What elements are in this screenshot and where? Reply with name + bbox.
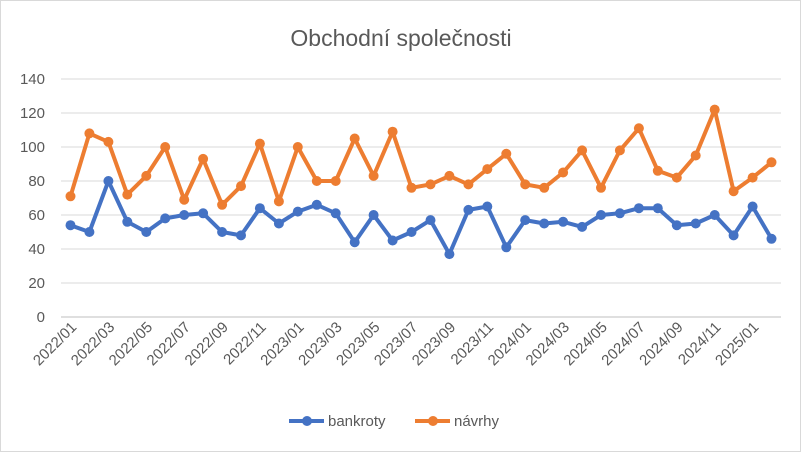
data-point-navrhy (652, 165, 663, 176)
data-point-bankroty (463, 204, 474, 215)
data-point-bankroty (671, 220, 682, 231)
x-axis-ticks: 2022/012022/032022/052022/072022/092022/… (30, 319, 762, 369)
y-axis-ticks: 0 20 40 60 80 100 120 140 (20, 71, 45, 326)
data-point-navrhy (482, 164, 493, 175)
data-point-navrhy (84, 128, 95, 139)
data-point-navrhy (122, 189, 133, 200)
data-point-navrhy (728, 186, 739, 197)
data-point-navrhy (292, 142, 303, 152)
data-point-bankroty (709, 210, 720, 220)
data-point-bankroty (236, 230, 246, 241)
data-point-bankroty (614, 208, 625, 219)
data-point-navrhy (141, 170, 152, 181)
data-point-bankroty (122, 216, 133, 227)
y-tick-label: 20 (28, 275, 45, 292)
data-point-bankroty (387, 235, 398, 246)
data-point-navrhy (217, 199, 228, 210)
data-point-bankroty (652, 203, 663, 214)
data-point-bankroty (311, 199, 322, 210)
data-point-navrhy (406, 182, 417, 193)
data-point-bankroty (217, 227, 228, 237)
y-tick-label: 80 (28, 173, 45, 190)
data-point-navrhy (349, 133, 360, 144)
legend-label-navrhy: návrhy (454, 413, 500, 430)
data-point-navrhy (236, 181, 246, 192)
data-point-navrhy (254, 138, 265, 149)
data-point-bankroty (103, 176, 114, 186)
data-point-navrhy (520, 179, 531, 190)
legend-marker-bankroty (302, 416, 312, 426)
data-point-bankroty (292, 206, 303, 217)
data-point-bankroty (766, 233, 777, 244)
y-tick-label: 140 (20, 71, 45, 88)
data-point-navrhy (65, 191, 76, 202)
data-point-bankroty (633, 203, 644, 214)
data-point-bankroty (425, 215, 436, 226)
data-point-bankroty (690, 218, 701, 229)
data-point-navrhy (558, 167, 569, 178)
data-point-bankroty (520, 215, 531, 226)
series-line-bankroty (68, 179, 774, 257)
data-point-bankroty (596, 210, 606, 220)
data-point-bankroty (254, 203, 265, 214)
data-point-bankroty (330, 208, 341, 219)
data-point-bankroty (406, 227, 417, 237)
data-point-bankroty (198, 208, 209, 219)
data-point-navrhy (198, 153, 209, 164)
data-point-navrhy (463, 179, 474, 190)
data-point-navrhy (425, 179, 436, 190)
y-tick-label: 100 (20, 139, 45, 156)
data-point-bankroty (179, 210, 190, 220)
data-point-bankroty (728, 230, 739, 241)
data-point-navrhy (444, 170, 455, 181)
data-point-bankroty (65, 220, 76, 231)
data-point-navrhy (103, 136, 114, 147)
series-group (65, 104, 777, 260)
data-point-navrhy (330, 176, 341, 186)
series-line-navrhy (68, 107, 774, 207)
y-tick-label: 120 (20, 105, 45, 122)
data-point-navrhy (501, 148, 512, 159)
y-tick-label: 60 (28, 207, 45, 224)
y-tick-label: 0 (37, 309, 45, 326)
data-point-navrhy (709, 104, 720, 115)
data-point-navrhy (311, 176, 322, 186)
data-point-bankroty (577, 221, 588, 232)
data-point-navrhy (368, 170, 379, 181)
data-point-navrhy (614, 145, 625, 156)
chart-title: Obchodní společnosti (290, 25, 511, 51)
data-point-navrhy (273, 196, 284, 207)
data-point-navrhy (690, 150, 701, 161)
y-tick-label: 40 (28, 241, 45, 258)
data-point-bankroty (539, 218, 550, 229)
data-point-navrhy (747, 172, 758, 183)
data-point-navrhy (387, 126, 398, 137)
data-point-navrhy (596, 182, 606, 193)
data-point-bankroty (558, 216, 569, 227)
gridlines (61, 78, 781, 318)
data-point-bankroty (84, 227, 95, 237)
data-point-navrhy (577, 145, 588, 156)
data-point-bankroty (349, 237, 360, 248)
data-point-bankroty (160, 213, 171, 224)
data-point-navrhy (179, 194, 190, 205)
data-point-navrhy (160, 142, 171, 152)
data-point-navrhy (671, 172, 682, 183)
legend-label-bankroty: bankroty (328, 413, 386, 430)
data-point-navrhy (539, 182, 550, 193)
data-point-bankroty (273, 218, 284, 229)
data-point-navrhy (633, 123, 644, 134)
data-point-bankroty (368, 210, 379, 220)
legend: bankroty návrhy (289, 413, 500, 430)
data-point-navrhy (766, 157, 777, 168)
data-point-bankroty (444, 249, 455, 260)
data-point-bankroty (501, 242, 512, 253)
data-point-bankroty (482, 201, 493, 212)
legend-marker-navrhy (428, 416, 438, 426)
data-point-bankroty (141, 227, 152, 237)
data-point-bankroty (747, 201, 758, 212)
